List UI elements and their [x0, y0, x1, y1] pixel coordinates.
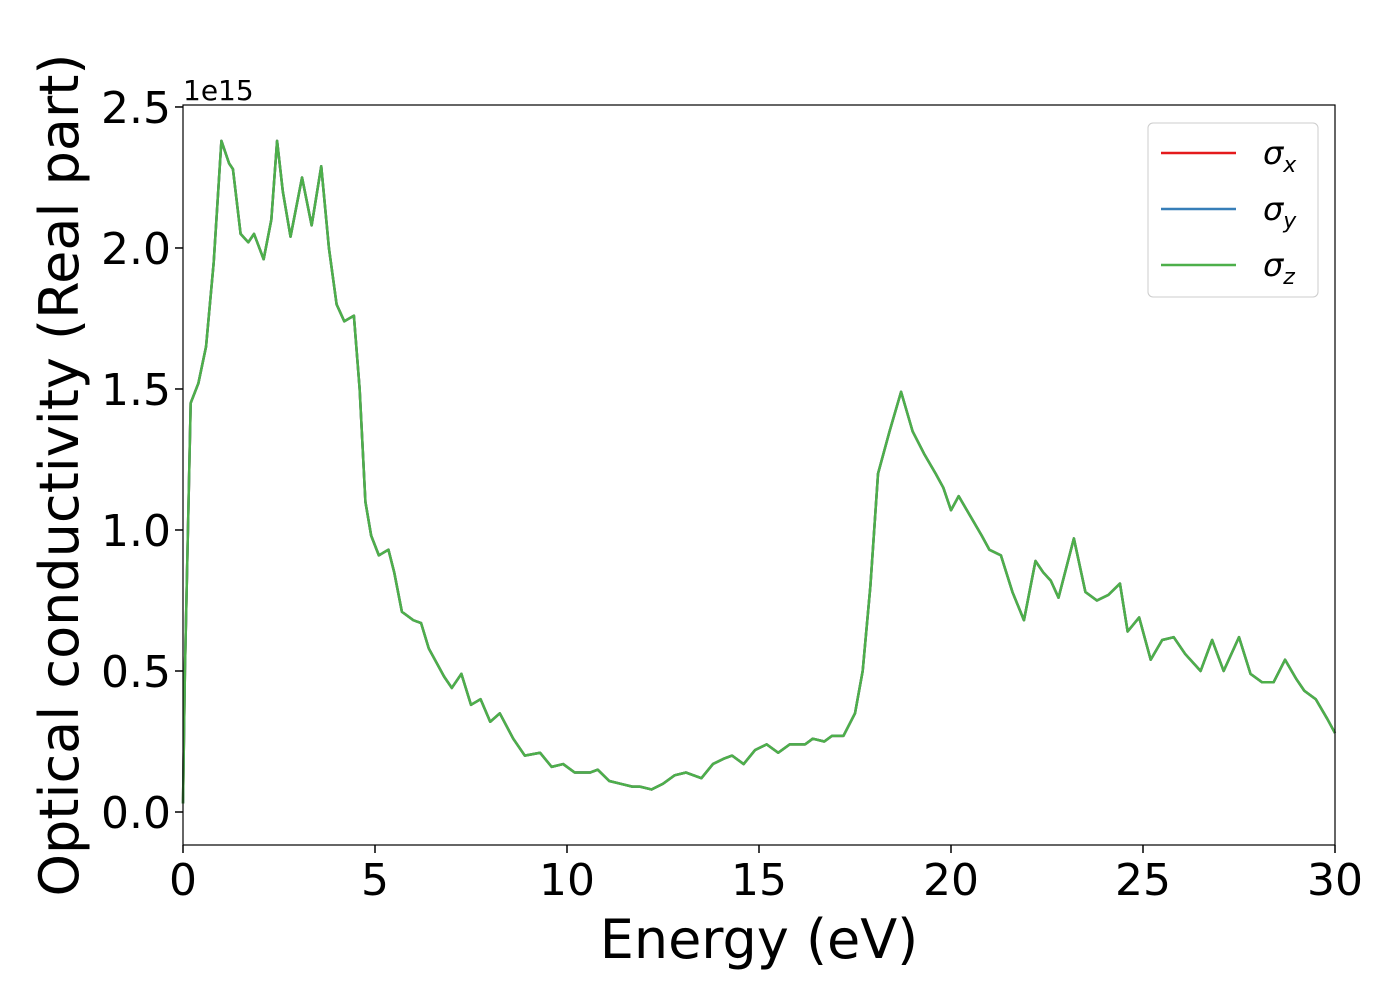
y-tick-label: 2.0: [101, 224, 171, 275]
y-tick-label: 0.0: [101, 788, 171, 839]
x-tick-label: 25: [1115, 855, 1171, 906]
legend-label: σy: [1263, 190, 1297, 234]
plot-frame: [182, 104, 1336, 846]
x-axis-label: Energy (eV): [600, 908, 919, 971]
series-line: [181, 139, 1337, 804]
x-tick-label: 30: [1307, 855, 1363, 906]
x-tick-label: 0: [169, 855, 197, 906]
x-tick-label: 15: [731, 855, 787, 906]
offset-text: 1e15: [183, 74, 254, 107]
y-axis-label: Optical conductivity (Real part): [28, 54, 91, 897]
y-tick-label: 1.0: [101, 506, 171, 557]
x-tick-label: 5: [361, 855, 389, 906]
x-tick-label: 10: [539, 855, 595, 906]
y-tick-label: 2.5: [101, 83, 171, 134]
x-tick-label: 20: [923, 855, 979, 906]
y-tick-label: 1.5: [101, 365, 171, 416]
y-tick-label: 0.5: [101, 647, 171, 698]
legend-label: σz: [1263, 246, 1295, 290]
legend-label: σx: [1263, 134, 1297, 178]
